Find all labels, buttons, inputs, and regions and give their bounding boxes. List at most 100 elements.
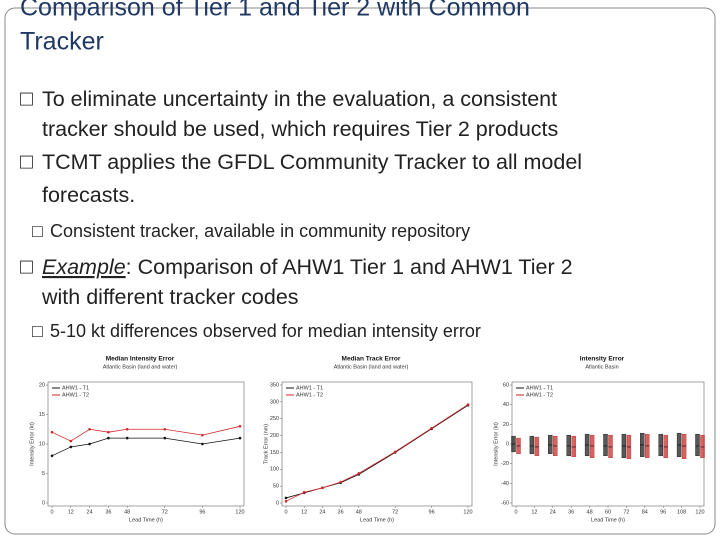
data-point: [357, 472, 361, 475]
plot-frame: [281, 381, 473, 507]
y-tick-label: 0: [276, 500, 279, 506]
x-tick-label: 48: [587, 509, 593, 515]
box: [658, 433, 663, 456]
x-tick-label: 96: [660, 509, 666, 515]
data-point: [430, 426, 433, 430]
y-tick-label: 50: [273, 484, 279, 490]
x-axis-label: Lead Time (h): [591, 517, 625, 523]
bullet-glyph: □: [20, 150, 33, 174]
data-point: [393, 450, 397, 454]
y-tick-label: 100: [270, 467, 279, 473]
x-tick-label: 108: [677, 509, 686, 515]
box: [566, 434, 571, 456]
data-point: [107, 436, 110, 440]
data-point: [69, 445, 73, 449]
x-axis-label: Lead Time (h): [129, 517, 163, 523]
bullet-line: TCMT applies the GFDL Community Tracker …: [42, 150, 582, 174]
bullet-text: 5-10 kt differences observed for median …: [50, 321, 481, 341]
bullet-text: with different tracker codes: [41, 285, 299, 309]
x-tick-label: 36: [338, 509, 344, 515]
x-tick-label: 24: [550, 509, 556, 515]
x-axis-label: Lead Time (h): [360, 517, 394, 523]
box: [571, 435, 576, 457]
x-tick-label: 48: [124, 509, 130, 515]
x-tick-label: 72: [392, 509, 398, 515]
figure-subtitle: Atlantic Basin (land and water): [103, 364, 178, 370]
x-tick-label: 12: [531, 509, 537, 515]
data-point: [88, 427, 91, 431]
figure-title: Median Intensity Error: [106, 356, 175, 363]
data-point: [302, 490, 306, 494]
bullet-lead: Example: [42, 255, 126, 279]
data-point: [125, 436, 129, 440]
bullet-glyph: □: [32, 321, 43, 341]
bullet-text: TCMT applies the GFDL Community Tracker …: [42, 150, 582, 174]
legend-label: AHW1 - T1: [526, 385, 553, 391]
bullet-text: forecasts.: [42, 183, 135, 207]
data-point: [238, 425, 242, 428]
legend-label: AHW1 - T2: [296, 392, 323, 398]
y-axis-label: Intensity Error (kt): [29, 422, 35, 466]
y-tick-label: 0: [506, 441, 509, 447]
data-point: [466, 403, 470, 406]
y-tick-label: -20: [501, 461, 509, 467]
box: [589, 434, 595, 458]
x-tick-label: 72: [623, 509, 629, 515]
bullet-glyph: □: [20, 87, 33, 111]
x-tick-label: 24: [87, 509, 93, 515]
x-tick-label: 60: [605, 509, 611, 515]
y-tick-label: 0: [42, 500, 45, 506]
y-tick-label: 200: [270, 433, 279, 439]
bullet-glyph: □: [20, 255, 33, 279]
y-axis-label: Intensity Error (kt): [493, 422, 499, 466]
x-tick-label: 0: [514, 509, 517, 515]
y-tick-label: 300: [270, 399, 279, 405]
figure-background: [262, 352, 480, 528]
y-tick-label: 250: [270, 416, 279, 422]
x-tick-label: 24: [319, 509, 325, 515]
data-point: [321, 486, 324, 490]
slide-title-line: Tracker: [20, 28, 104, 56]
bullet-line: Consistent tracker, available in communi…: [50, 221, 470, 241]
series-line: [285, 404, 469, 502]
bullet-line: tracker should be used, which requires T…: [42, 117, 558, 141]
x-tick-label: 96: [199, 509, 205, 515]
slide-title-line: Comparison of Tier 1 and Tier 2 with Com…: [20, 0, 530, 22]
data-point: [69, 439, 73, 443]
figure-subtitle: Atlantic Basin: [585, 364, 618, 370]
x-tick-label: 36: [568, 509, 574, 515]
data-point: [284, 500, 288, 503]
series-line: [51, 437, 241, 457]
bullet-glyph: □: [32, 221, 43, 241]
x-tick-label: 84: [642, 509, 648, 515]
data-point: [339, 480, 342, 484]
slide-frame: [4, 7, 716, 535]
box: [548, 434, 553, 455]
x-tick-label: 120: [463, 509, 472, 515]
x-tick-label: 12: [301, 509, 307, 515]
box: [534, 436, 540, 457]
figure-subtitle: Atlantic Basin (land and water): [334, 364, 409, 370]
bullet-line: 5-10 kt differences observed for median …: [50, 321, 481, 341]
figure-title: Intensity Error: [580, 356, 625, 363]
data-point: [284, 496, 288, 500]
data-point: [125, 427, 129, 431]
legend-label: AHW1 - T1: [296, 385, 323, 391]
bullet-line: : Comparison of AHW1 Tier 1 and AHW1 Tie…: [126, 255, 573, 279]
figure-title: Median Track Error: [342, 356, 401, 363]
figure-background: [28, 352, 252, 528]
bullet-text: Consistent tracker, available in communi…: [50, 221, 470, 241]
box: [700, 434, 705, 458]
legend-label: AHW1 - T2: [526, 392, 553, 398]
y-tick-label: -40: [501, 481, 509, 487]
box: [695, 433, 700, 456]
data-point: [201, 442, 204, 446]
x-tick-label: 12: [68, 509, 74, 515]
data-point: [201, 433, 204, 437]
data-point: [50, 454, 54, 458]
y-tick-label: 60: [503, 382, 509, 388]
x-tick-label: 0: [284, 509, 287, 515]
data-point: [238, 436, 242, 440]
figure-background: [492, 352, 712, 528]
